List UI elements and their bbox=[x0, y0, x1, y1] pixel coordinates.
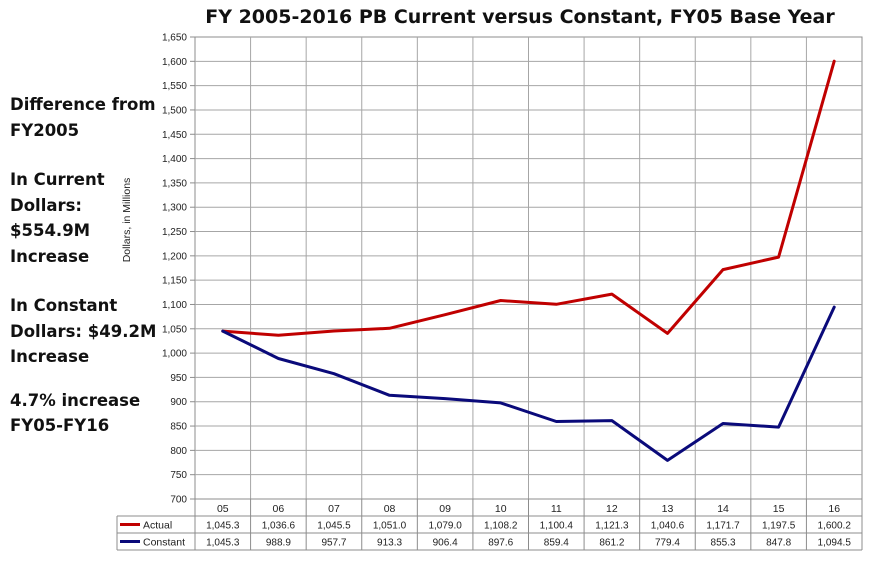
y-tick-label: 1,350 bbox=[162, 178, 187, 189]
x-tick-label: 09 bbox=[439, 503, 451, 515]
legend-label-constant: Constant bbox=[143, 537, 185, 549]
data-label-actual: 1,100.4 bbox=[540, 521, 574, 532]
data-label-constant: 861.2 bbox=[599, 538, 624, 549]
x-tick-label: 06 bbox=[273, 503, 285, 515]
y-tick-label: 1,400 bbox=[162, 154, 187, 165]
data-label-actual: 1,108.2 bbox=[484, 521, 518, 532]
difference-heading-line2: FY2005 bbox=[10, 120, 80, 140]
percent-increase-line1: 4.7% increase bbox=[10, 390, 141, 410]
data-label-actual: 1,045.5 bbox=[317, 521, 351, 532]
legend-label-actual: Actual bbox=[143, 520, 172, 532]
y-tick-label: 850 bbox=[170, 422, 187, 433]
series-line-constant bbox=[221, 305, 836, 462]
y-tick-label: 1,550 bbox=[162, 81, 187, 92]
y-tick-label: 950 bbox=[170, 373, 187, 384]
series-line-actual bbox=[221, 59, 836, 337]
current-dollars-line2: Dollars: bbox=[10, 195, 83, 215]
x-tick-label: 11 bbox=[551, 503, 562, 515]
y-tick-label: 1,150 bbox=[162, 276, 187, 287]
data-label-actual: 1,051.0 bbox=[373, 521, 407, 532]
y-axis-label: Dollars, in Millions bbox=[121, 178, 133, 263]
data-label-actual: 1,600.2 bbox=[818, 521, 852, 532]
x-tick-label: 05 bbox=[217, 503, 229, 515]
data-label-actual: 1,036.6 bbox=[262, 521, 296, 532]
x-tick-label: 12 bbox=[606, 503, 618, 515]
data-label-constant: 847.8 bbox=[766, 538, 791, 549]
difference-heading-line1: Difference from bbox=[10, 95, 156, 114]
current-dollars-line4: Increase bbox=[10, 246, 90, 266]
data-label-constant: 988.9 bbox=[266, 538, 291, 549]
data-label-constant: 859.4 bbox=[544, 538, 569, 549]
x-tick-label: 16 bbox=[828, 503, 840, 515]
y-tick-label: 700 bbox=[170, 495, 187, 506]
data-label-constant: 779.4 bbox=[655, 538, 680, 549]
data-label-constant: 913.3 bbox=[377, 538, 402, 549]
data-label-constant: 906.4 bbox=[433, 538, 458, 549]
data-label-actual: 1,045.3 bbox=[206, 521, 240, 532]
data-label-actual: 1,079.0 bbox=[428, 521, 462, 532]
data-label-constant: 957.7 bbox=[321, 538, 346, 549]
x-tick-label: 07 bbox=[328, 503, 340, 515]
x-tick-label: 14 bbox=[717, 503, 729, 515]
percent-increase-line2: FY05-FY16 bbox=[10, 416, 110, 435]
data-label-constant: 855.3 bbox=[711, 538, 736, 549]
y-tick-label: 1,200 bbox=[162, 251, 187, 262]
data-label-actual: 1,171.7 bbox=[706, 521, 740, 532]
y-tick-label: 1,500 bbox=[162, 105, 187, 116]
current-dollars-amount: $554.9M bbox=[10, 221, 91, 240]
y-tick-label: 800 bbox=[170, 446, 187, 457]
current-dollars-line1: In Current bbox=[10, 170, 105, 189]
y-tick-label: 900 bbox=[170, 397, 187, 408]
x-tick-label: 15 bbox=[773, 503, 785, 515]
data-label-constant: 897.6 bbox=[488, 538, 513, 549]
constant-dollars-amount: Dollars: $49.2M bbox=[10, 321, 157, 341]
data-label-constant: 1,094.5 bbox=[818, 538, 852, 549]
y-tick-label: 1,600 bbox=[162, 57, 187, 68]
constant-dollars-line1: In Constant bbox=[10, 296, 118, 315]
data-label-constant: 1,045.3 bbox=[206, 538, 240, 549]
y-tick-label: 750 bbox=[170, 470, 187, 481]
y-tick-label: 1,300 bbox=[162, 203, 187, 214]
data-label-actual: 1,121.3 bbox=[595, 521, 629, 532]
constant-dollars-line3: Increase bbox=[10, 347, 90, 366]
data-label-actual: 1,040.6 bbox=[651, 521, 685, 532]
y-tick-label: 1,650 bbox=[162, 33, 187, 44]
y-tick-label: 1,250 bbox=[162, 227, 187, 238]
y-tick-label: 1,450 bbox=[162, 130, 187, 141]
x-tick-label: 08 bbox=[384, 503, 396, 515]
y-tick-label: 1,050 bbox=[162, 324, 187, 335]
data-label-actual: 1,197.5 bbox=[762, 521, 796, 532]
x-tick-label: 13 bbox=[662, 503, 674, 515]
y-tick-label: 1,100 bbox=[162, 300, 187, 311]
y-tick-label: 1,000 bbox=[162, 349, 187, 360]
x-tick-label: 10 bbox=[495, 503, 507, 515]
chart-title: FY 2005-2016 PB Current versus Constant,… bbox=[205, 6, 835, 28]
side-annotation: Difference from FY2005 In Current Dollar… bbox=[10, 92, 170, 439]
